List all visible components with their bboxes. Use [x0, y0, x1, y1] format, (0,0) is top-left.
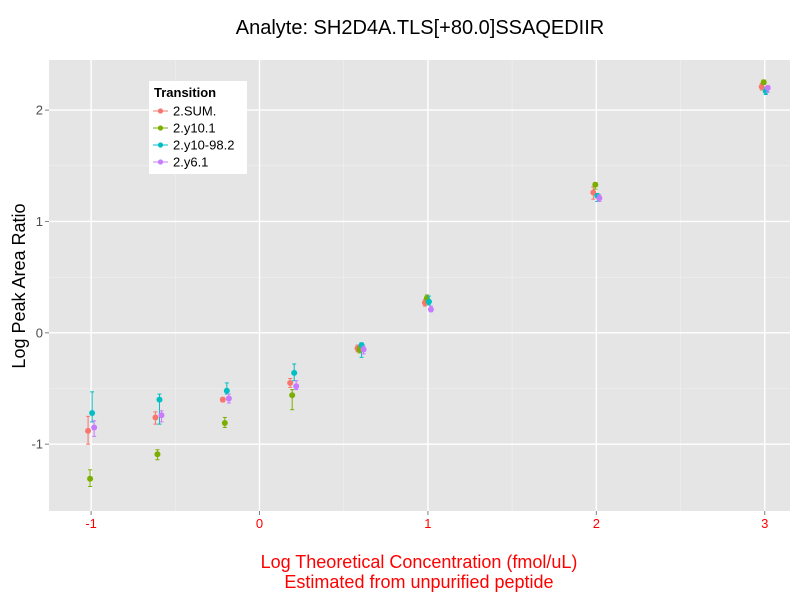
data-point: [764, 84, 771, 91]
y-tick-label: 0: [36, 325, 43, 340]
data-point: [596, 195, 603, 202]
data-point: [91, 424, 98, 431]
data-point: [590, 189, 597, 196]
y-tick-label: 1: [36, 214, 43, 229]
x-axis-title-line-1: Log Theoretical Concentration (fmol/uL): [261, 552, 578, 572]
data-point: [85, 427, 92, 434]
data-point: [152, 414, 159, 421]
y-tick-label: 2: [36, 103, 43, 118]
data-point: [223, 387, 230, 394]
data-point: [360, 346, 367, 353]
data-point: [427, 306, 434, 313]
data-point: [87, 475, 94, 482]
data-point: [225, 395, 232, 402]
data-point: [293, 383, 300, 390]
legend: Transition 2.SUM. 2.y10.1 2.y10-98.2 2.y6.1: [149, 81, 247, 174]
legend-label: 2.y10.1: [173, 121, 216, 136]
legend-label: 2.y10-98.2: [173, 138, 234, 153]
data-point: [221, 420, 228, 427]
x-tick-label: 1: [424, 516, 431, 531]
legend-label: 2.y6.1: [173, 155, 208, 170]
data-point: [89, 410, 96, 417]
legend-key-point: [157, 142, 164, 148]
x-tick-label: 3: [761, 516, 768, 531]
data-point: [592, 181, 599, 188]
legend-key-point: [157, 108, 164, 114]
legend-item: 2.y10-98.2: [153, 138, 234, 153]
data-point: [760, 79, 767, 86]
data-point: [219, 396, 226, 403]
data-point: [156, 396, 163, 403]
data-point: [291, 369, 298, 376]
x-axis-title-line-2: Estimated from unpurified peptide: [284, 572, 553, 592]
legend-item: 2.y6.1: [153, 155, 208, 170]
series-2-y6-1: [91, 84, 771, 437]
legend-item: 2.y10.1: [153, 121, 216, 136]
x-tick-label: -1: [85, 516, 97, 531]
x-tick-label: 2: [593, 516, 600, 531]
x-tick-label: 0: [256, 516, 263, 531]
y-axis: -1 0 1 2: [31, 103, 49, 452]
data-point: [287, 379, 294, 386]
legend-item: 2.SUM.: [153, 104, 216, 119]
data-point: [425, 298, 432, 305]
legend-title: Transition: [154, 85, 216, 100]
data-point: [289, 392, 296, 399]
data-point: [158, 412, 165, 419]
y-axis-title: Log Peak Area Ratio: [9, 203, 29, 368]
x-axis: -1 0 1 2 3: [85, 511, 768, 531]
legend-key-point: [157, 125, 164, 131]
legend-label: 2.SUM.: [173, 104, 216, 119]
data-series: [85, 79, 771, 488]
legend-key-point: [157, 159, 164, 165]
chart-title: Analyte: SH2D4A.TLS[+80.0]SSAQEDIIR: [236, 17, 605, 39]
legend-items: 2.SUM. 2.y10.1 2.y10-98.2 2.y6.1: [153, 104, 234, 170]
data-point: [154, 451, 161, 458]
y-tick-label: -1: [31, 437, 43, 452]
